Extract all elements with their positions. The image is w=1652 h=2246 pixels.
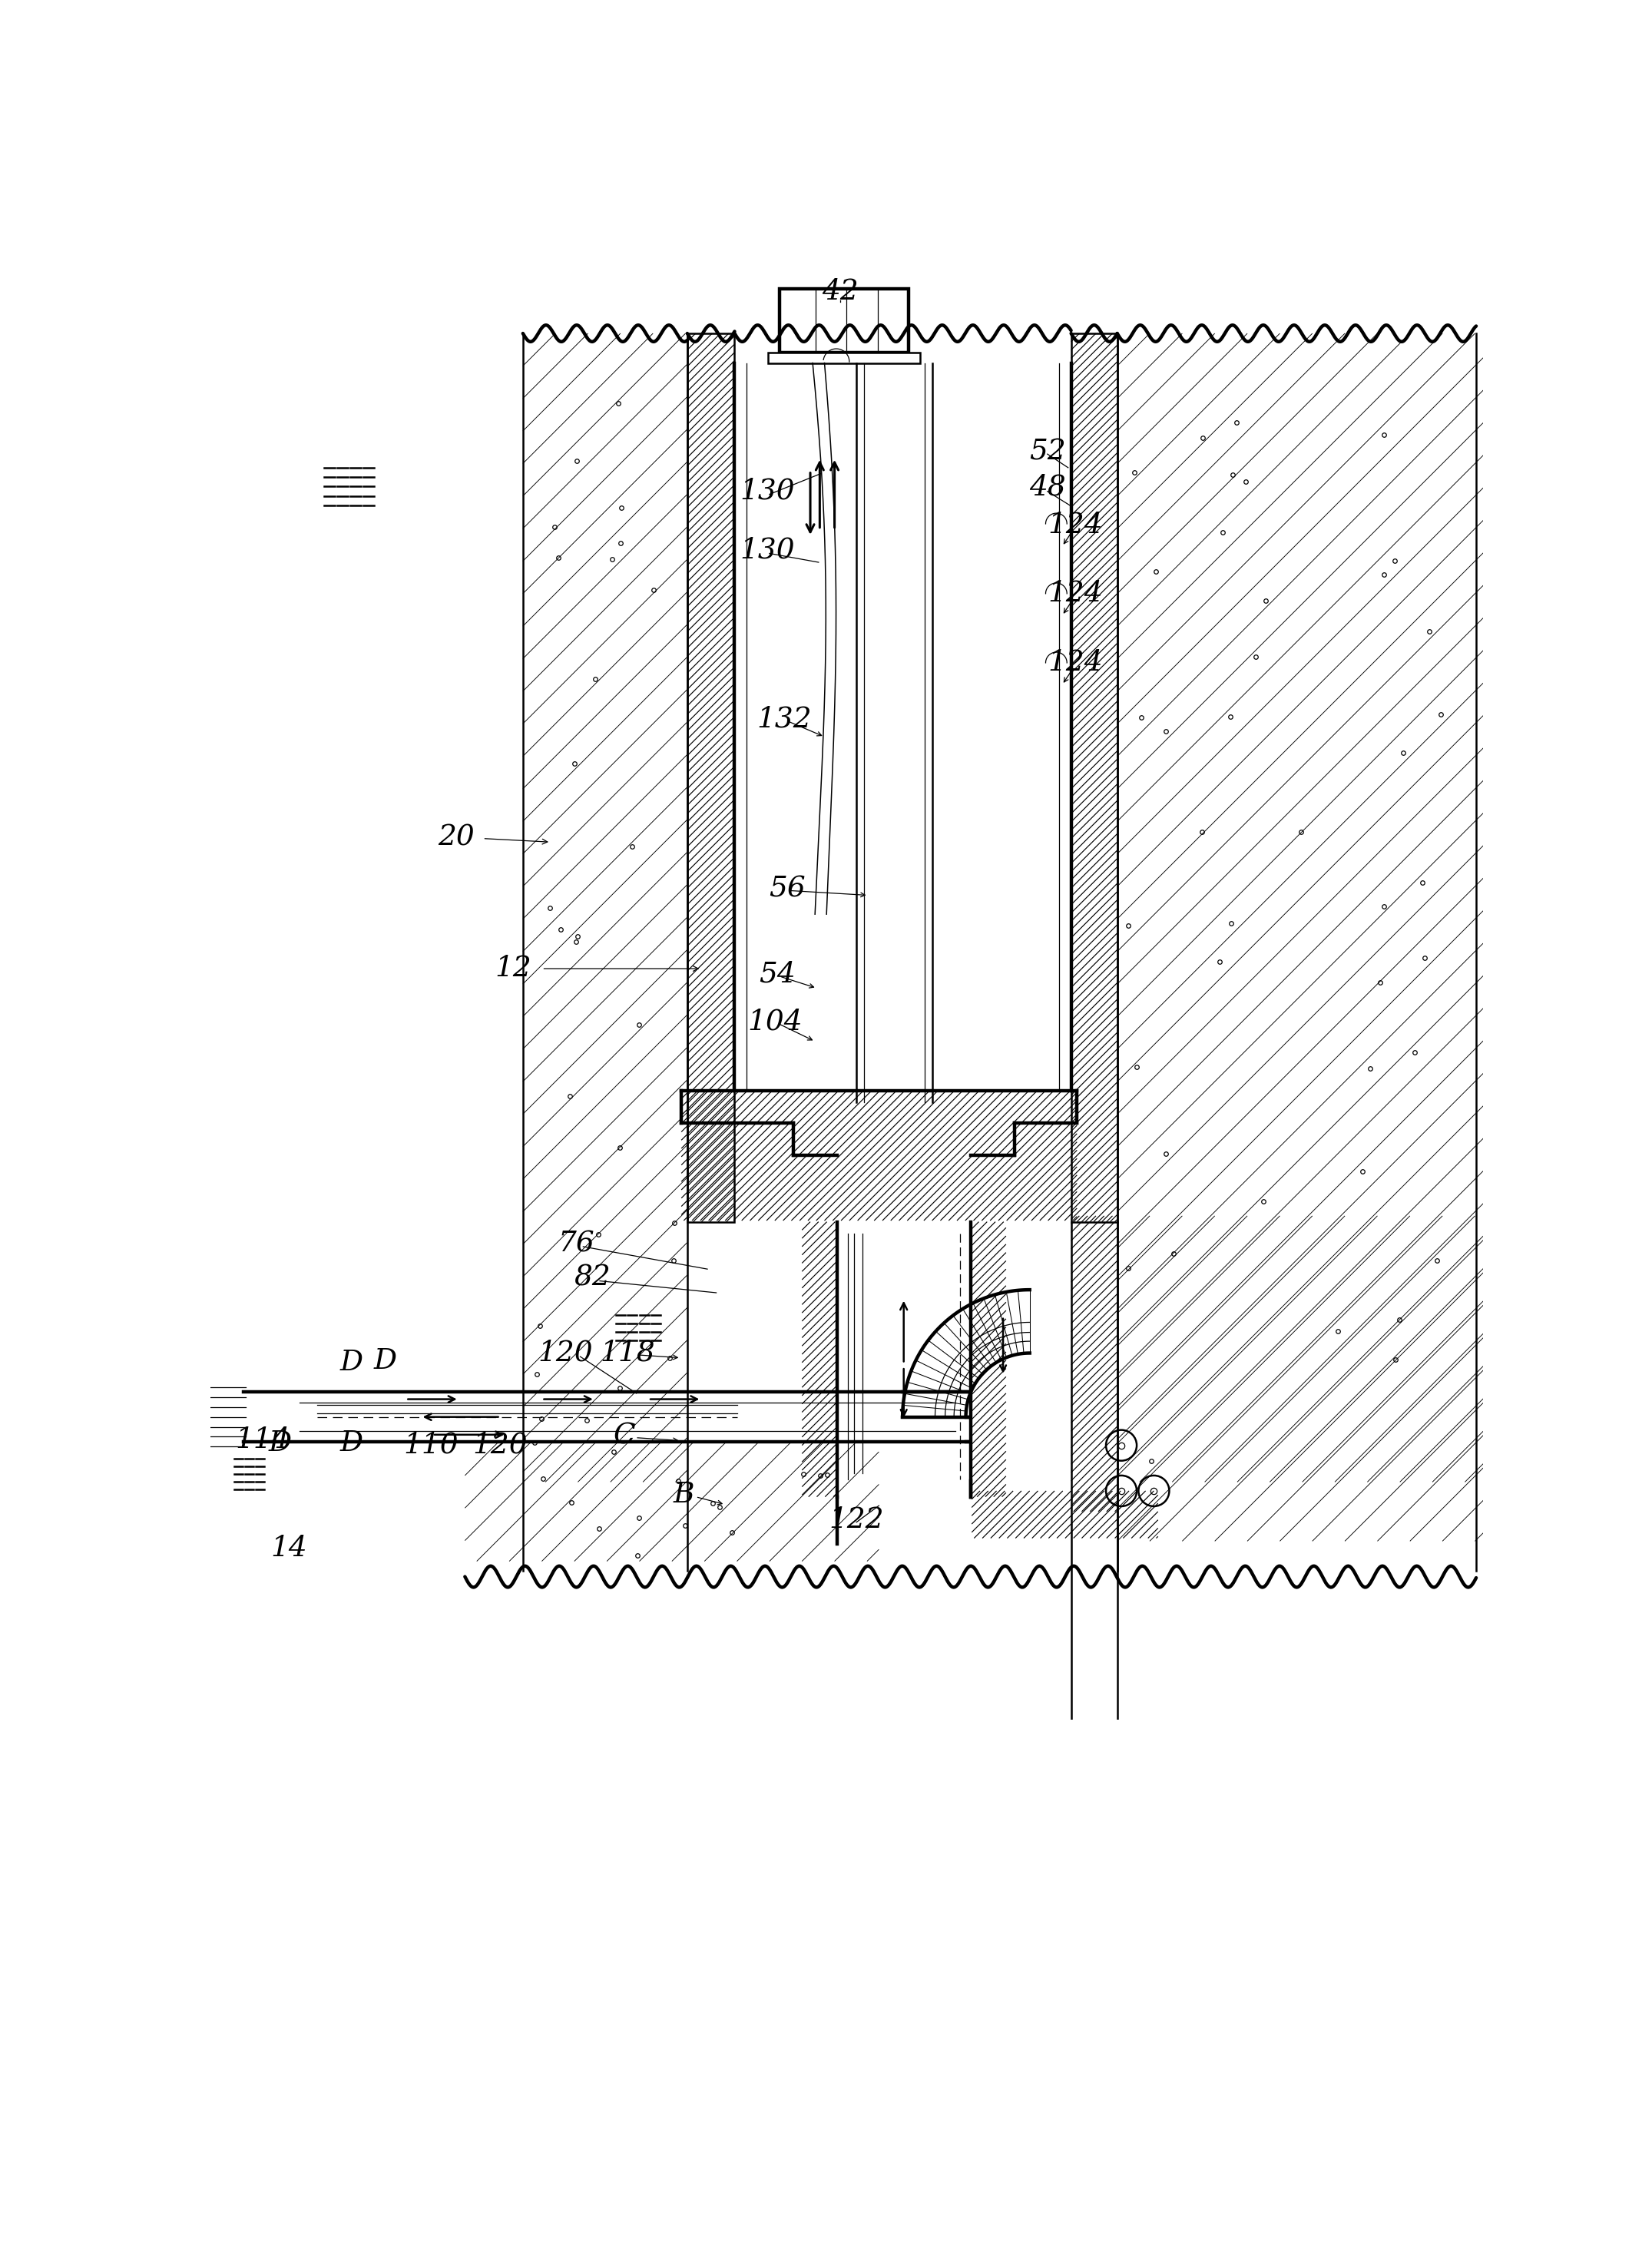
Text: 52: 52 [1029,438,1066,465]
Text: 124: 124 [1047,512,1104,539]
Text: C: C [613,1422,636,1449]
Bar [1070,332,1117,1222]
Text: 76: 76 [558,1231,595,1258]
Text: 104: 104 [748,1008,803,1035]
Text: 130: 130 [740,478,795,505]
Circle shape [1105,1431,1137,1460]
Text: B: B [672,1480,694,1509]
Text: D: D [340,1431,363,1458]
Text: 110: 110 [403,1431,458,1460]
Text: 120: 120 [472,1431,529,1460]
Text: D: D [373,1348,396,1375]
Text: 14: 14 [271,1534,307,1561]
Text: 122: 122 [829,1507,884,1534]
Text: 118: 118 [600,1339,656,1368]
Text: 20: 20 [438,824,474,851]
Text: 82: 82 [573,1264,610,1291]
Text: 114: 114 [235,1426,291,1455]
Bar [687,332,735,1222]
Text: 124: 124 [1047,579,1104,606]
Text: D: D [340,1348,363,1377]
Text: 132: 132 [757,705,811,732]
Bar [768,353,920,364]
Text: D: D [269,1431,292,1458]
Text: 124: 124 [1047,649,1104,676]
Text: 130: 130 [740,537,795,564]
Text: 42: 42 [823,279,859,305]
Text: 120: 120 [539,1339,593,1368]
Text: 48: 48 [1029,474,1066,501]
Text: 12: 12 [496,955,532,982]
Text: 54: 54 [758,961,796,988]
Circle shape [1105,1476,1137,1507]
Text: 56: 56 [768,876,806,903]
Circle shape [1138,1476,1170,1507]
Bar [780,287,909,353]
